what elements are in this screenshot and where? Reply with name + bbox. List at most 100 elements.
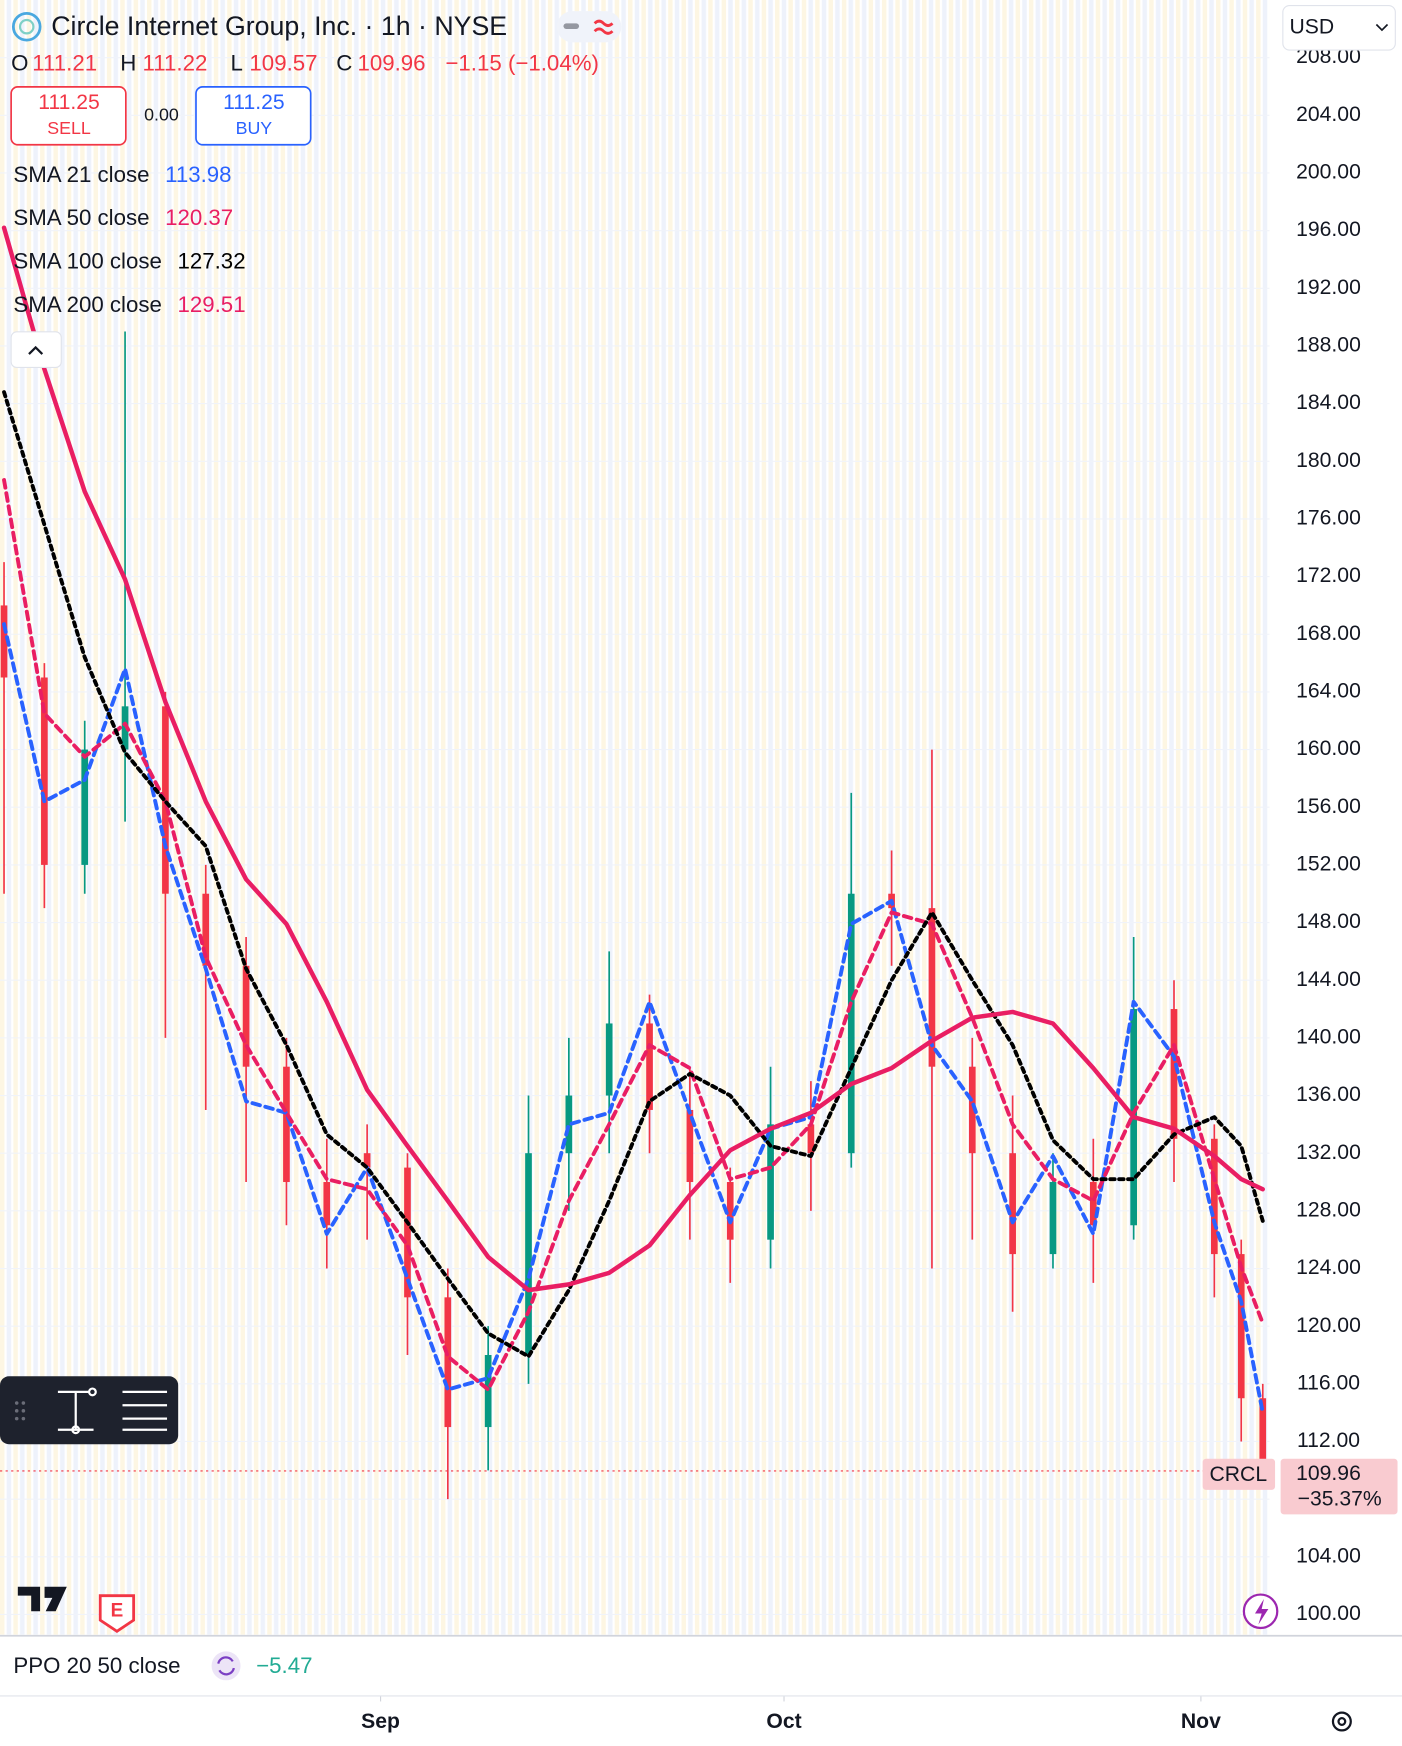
drawing-toolbar [0,1376,179,1445]
y-tick-label: 204.00 [1296,103,1361,126]
y-tick-label: 148.00 [1296,910,1361,933]
symbol-logo [11,11,42,42]
tradingview-logo [17,1586,67,1612]
x-tick-label: Oct [766,1710,801,1733]
candle-body [323,1182,331,1226]
currency-select[interactable] [1282,5,1396,51]
y-tick-label: 140.00 [1296,1025,1361,1048]
legend-value: 129.51 [177,292,245,317]
candle-body [484,1354,492,1428]
candle-body [404,1167,411,1298]
y-tick-label: 144.00 [1296,968,1361,991]
y-tick-label: 164.00 [1296,680,1361,703]
candle-body [1170,1009,1178,1139]
ohlc-label: C [336,50,352,75]
dropdown-arrow [1375,23,1389,32]
ppo-icon[interactable] [211,1651,241,1681]
y-tick-label: 192.00 [1296,276,1361,299]
status-icon [563,23,580,29]
sell-label: SELL [47,118,91,138]
collapse-icon [28,345,44,355]
earnings-badge[interactable] [98,1594,136,1633]
sell-button[interactable] [10,86,127,146]
candle-body [525,1153,532,1355]
y-tick-label: 112.00 [1297,1429,1360,1452]
candle-body [1259,1398,1267,1471]
settings-icon[interactable] [1331,1711,1352,1732]
collapse-button[interactable] [10,331,62,369]
session-background [0,0,1270,1635]
y-tick-label: 124.00 [1296,1256,1361,1279]
candle-body [686,1109,694,1183]
ohlc-value: 109.96 [357,50,425,75]
time-axis: Sep Oct Nov [361,1710,1221,1733]
ohlc-value: 111.21 [32,50,97,75]
settings-tool[interactable] [122,1390,168,1431]
legend-name: SMA 21 close [13,162,149,187]
candle-body [0,605,8,678]
candle-body [646,1023,653,1110]
drag-handle [14,1401,26,1421]
y-tick-label: 184.00 [1296,391,1361,414]
lightning-icon [1255,1599,1269,1625]
legend-name: SMA 100 close [13,249,162,274]
y-tick-label: 200.00 [1296,161,1361,184]
candle-body [968,1066,976,1154]
y-tick-label: 104.00 [1296,1544,1361,1567]
candle-body [928,908,936,1067]
y-tick-label: 156.00 [1296,795,1361,818]
legend-name: SMA 50 close [13,205,149,230]
y-tick-label: 196.00 [1296,218,1361,241]
price-tag [1280,1458,1398,1515]
ohlc-label: H [120,50,136,75]
legend-value: 127.32 [177,249,245,274]
chart-title: Circle Internet Group, Inc. · 1h · NYSE [51,11,507,41]
y-tick-label: 120.00 [1296,1314,1361,1337]
symbol-logo-inner [18,18,35,35]
candle-body [1089,1182,1097,1226]
spread: 0.00 [144,105,179,125]
y-tick-label: 132.00 [1296,1141,1361,1164]
candle-body [202,893,210,966]
y-tick-label: 168.00 [1296,622,1361,645]
y-tick-label: 208.00 [1296,45,1361,68]
ohlc-label: L [231,50,243,75]
y-tick-label: 152.00 [1296,852,1361,875]
y-tick-label: 136.00 [1296,1083,1361,1106]
legend-name: SMA 200 close [13,292,162,317]
candle-body [565,1095,573,1154]
x-tick-label: Sep [361,1710,400,1733]
legend-value: 113.98 [165,162,231,187]
currency: USD [1290,15,1335,38]
price-tag-change: −35.37% [1298,1488,1382,1511]
ppo-value: −5.47 [256,1653,312,1678]
sell-price: 111.25 [38,91,100,114]
plot-area [0,225,1270,1500]
candle-body [1049,1182,1057,1255]
y-tick-label: 180.00 [1296,449,1361,472]
grid [0,57,1270,1702]
candle-body [807,1124,815,1154]
y-tick-label: 116.00 [1297,1371,1360,1394]
candle-body [121,706,129,750]
status-pill[interactable] [556,11,622,43]
y-tick-label: 172.00 [1296,564,1361,587]
candle-body [767,1124,774,1240]
ppo-icon-arrows [217,1656,235,1676]
candle-body [242,965,250,1067]
buy-button[interactable] [195,86,312,146]
legend-value: 120.37 [165,205,233,230]
measure-tool[interactable] [57,1387,97,1435]
candle-body [1211,1138,1218,1255]
ppo-name: PPO 20 50 close [13,1653,180,1678]
candle-body [363,1153,371,1168]
buy-label: BUY [236,118,273,138]
candle-body [847,893,855,1154]
candle-body [605,1023,613,1096]
ohlc-change: −1.15 (−1.04%) [445,50,599,75]
buy-price: 111.25 [223,91,285,114]
ohlc-label: O [11,50,28,75]
